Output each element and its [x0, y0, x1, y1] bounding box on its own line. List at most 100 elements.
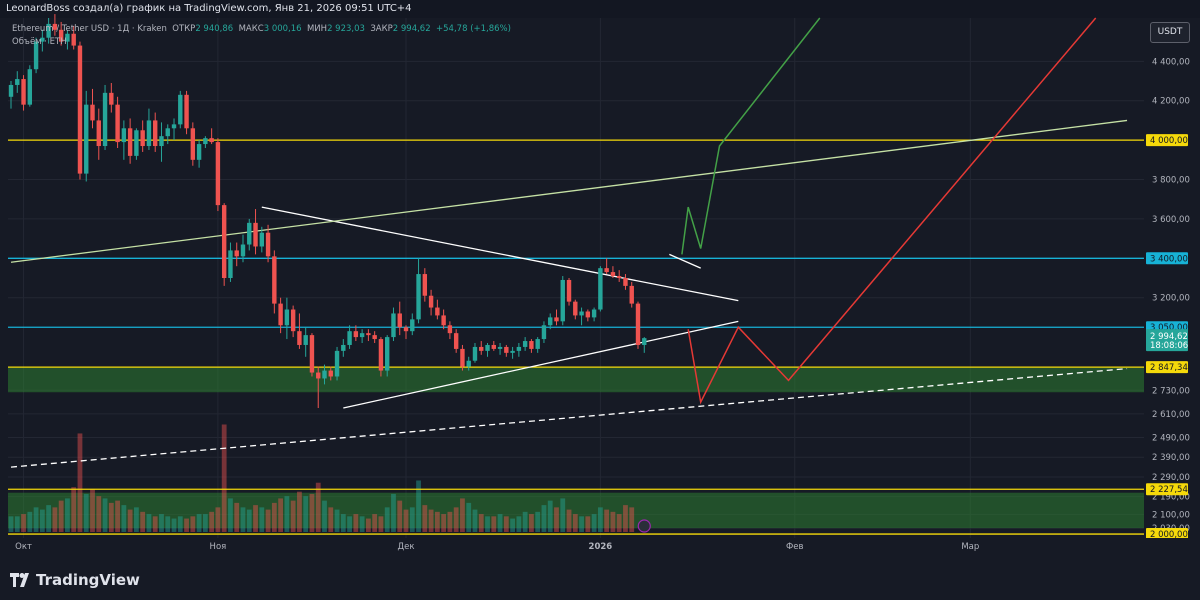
time-axis: [0, 538, 1200, 554]
volume-bar: [503, 516, 509, 532]
candle: [604, 268, 609, 273]
projection-bear-path: [687, 17, 1097, 405]
time-tick-label: Окт: [15, 542, 32, 552]
volume-bar: [8, 516, 14, 532]
low-value: 2 923,03: [327, 24, 365, 34]
candle: [102, 92, 108, 147]
candle: [203, 138, 208, 145]
volume-bar: [259, 507, 265, 532]
candle: [33, 41, 39, 70]
candle: [134, 130, 139, 156]
candle: [115, 104, 120, 143]
candle: [460, 348, 465, 367]
volume-bar: [485, 516, 490, 532]
volume-bar: [165, 516, 171, 532]
volume-legend[interactable]: Объём · ETH: [12, 37, 67, 47]
level-price-tag: [1146, 252, 1188, 265]
high-label: МАКС: [238, 24, 264, 34]
price-tick-label: 2 390,00: [1152, 453, 1190, 463]
price-tick-label: 2 290,00: [1152, 473, 1190, 483]
volume-bar: [184, 518, 189, 532]
candle: [65, 33, 70, 42]
level-price-text: 4 000,00: [1150, 136, 1188, 146]
volume-bar: [378, 516, 384, 532]
volume-bar: [58, 500, 64, 532]
volume-bar: [190, 516, 196, 532]
candle: [127, 128, 133, 156]
volume-bar: [604, 509, 610, 532]
candle: [90, 104, 95, 121]
price-zone: [8, 367, 1144, 393]
volume-bar: [466, 502, 472, 532]
volume-bar: [441, 514, 447, 532]
candle: [247, 222, 252, 245]
tradingview-logo[interactable]: TradingView: [10, 571, 140, 589]
candle: [259, 232, 264, 247]
price-tick-label: 2 190,00: [1152, 493, 1190, 503]
volume-bar: [39, 509, 45, 532]
volume-bar: [447, 511, 453, 532]
volume-bar: [52, 507, 58, 532]
volume-bar: [121, 505, 127, 532]
volume-bar: [579, 516, 584, 532]
open-value: 2 940,86: [195, 24, 234, 34]
candle: [328, 370, 333, 377]
candle: [215, 142, 221, 206]
tradingview-icon: [10, 573, 29, 587]
candle: [535, 339, 540, 349]
volume-bar: [21, 514, 26, 532]
candle: [497, 346, 503, 349]
candle: [40, 37, 45, 42]
candle: [441, 315, 446, 326]
time-tick-label: Дек: [398, 542, 415, 552]
candle: [284, 309, 290, 326]
volume-bar: [384, 507, 390, 532]
candle: [554, 317, 559, 322]
volume-bar: [453, 507, 459, 532]
volume-bar: [140, 511, 146, 532]
candle: [184, 94, 189, 129]
level-price-text: 2 227,54: [1150, 485, 1188, 495]
level-price-tag: [1146, 361, 1188, 374]
level-price-text: 2 847,34: [1150, 363, 1188, 373]
trendline-short-top: [669, 253, 701, 269]
candle: [573, 301, 578, 316]
candle: [428, 295, 434, 308]
price-tick-label: 3 200,00: [1152, 294, 1190, 304]
candle: [228, 250, 233, 278]
candle: [265, 232, 271, 257]
candle: [416, 274, 421, 320]
symbol-title[interactable]: Ethereum / Tether USD · 1Д · Kraken: [12, 24, 167, 34]
level-price-text: 3 400,00: [1150, 254, 1188, 264]
volume-bar: [478, 514, 484, 532]
volume-bar: [303, 496, 309, 532]
volume-bar: [290, 500, 296, 532]
volume-bar: [372, 514, 378, 532]
currency-button[interactable]: USDT: [1150, 22, 1190, 43]
volume-bar: [572, 514, 578, 532]
candle: [548, 317, 553, 326]
volume-bar: [102, 498, 108, 532]
volume-bar: [83, 493, 89, 532]
candle: [610, 272, 616, 277]
candle: [84, 104, 89, 174]
candle: [629, 285, 634, 304]
candle: [397, 313, 402, 328]
candle: [504, 346, 509, 353]
candle: [322, 370, 327, 379]
price-zone: [8, 492, 1144, 529]
close-value: 2 994,62: [392, 24, 431, 34]
volume-bar: [221, 424, 227, 532]
volume-bar: [284, 496, 290, 532]
volume-bar: [554, 507, 559, 532]
volume-bar: [322, 500, 327, 532]
candle: [278, 303, 283, 326]
volume-bar: [115, 500, 120, 532]
volume-bar: [585, 516, 591, 532]
candle: [303, 335, 308, 345]
volume-bar: [629, 507, 635, 532]
candle: [341, 344, 346, 351]
candle: [403, 327, 409, 332]
candle: [566, 279, 572, 302]
